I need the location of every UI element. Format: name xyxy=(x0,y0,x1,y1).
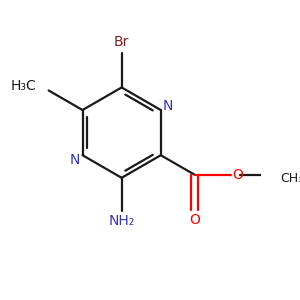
Text: O: O xyxy=(189,213,200,227)
Text: NH₂: NH₂ xyxy=(109,214,135,228)
Text: CH₃: CH₃ xyxy=(280,172,300,185)
Text: N: N xyxy=(163,99,173,113)
Text: H₃C: H₃C xyxy=(11,79,37,93)
Text: N: N xyxy=(70,153,80,166)
Text: Br: Br xyxy=(114,35,129,49)
Text: O: O xyxy=(233,168,244,182)
